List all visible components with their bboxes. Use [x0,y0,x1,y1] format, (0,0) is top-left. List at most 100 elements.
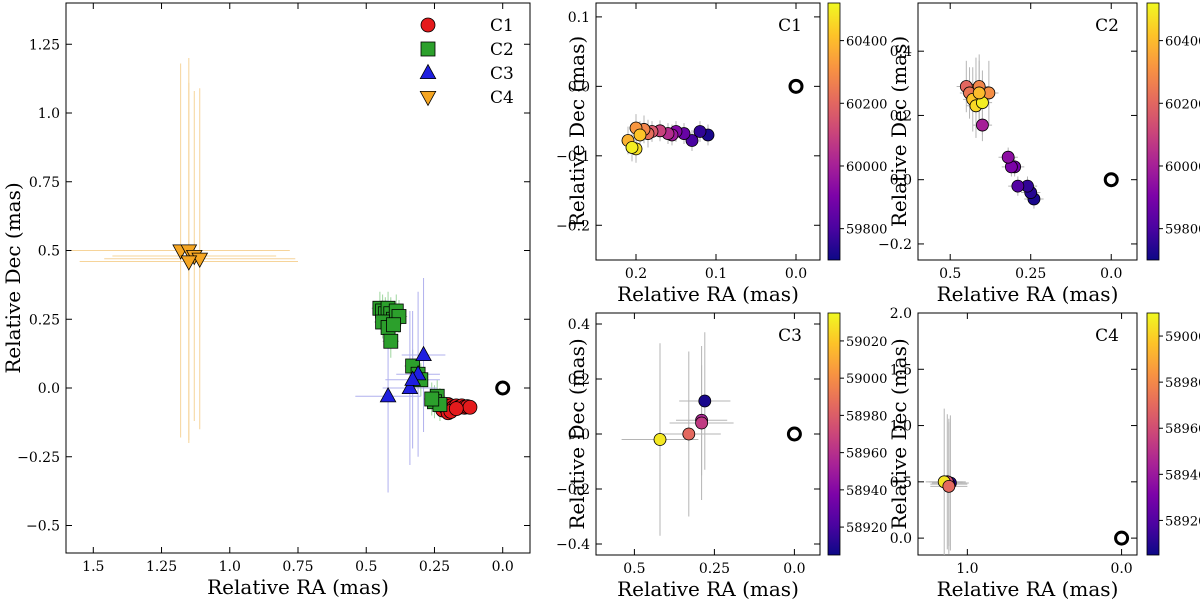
plot-frame [917,312,1138,556]
y-tick-label: −0.2 [556,482,590,498]
y-tick-label: 0.2 [568,372,590,388]
y-tick-label: 1.5 [890,362,912,378]
colorbar [827,312,841,556]
y-tick-label: 0.75 [29,175,60,191]
colorbar-tick-label: 58920 [846,521,887,536]
data-point-c2 [386,317,401,333]
colorbar-tick-label: 60400 [846,35,887,50]
legend-marker-c4 [419,91,437,107]
colorbar-tick-label: 58980 [1165,376,1200,391]
x-tick-label: 0.25 [1015,266,1046,282]
y-tick-label: 0.5 [890,475,912,491]
colorbar-tick-label: 58920 [1165,514,1200,529]
legend-label-c1: C1 [490,16,514,36]
data-point-c3 [404,370,422,386]
y-tick-label: 2.0 [890,306,912,322]
y-axis-label: Relative Dec (mas) [887,36,911,227]
colorbar [827,2,841,261]
x-tick-label: 0.0 [492,559,514,575]
x-tick-label: 1.5 [82,559,104,575]
x-tick-label: 0.0 [785,266,807,282]
colorbar-tick-label: 58960 [846,447,887,462]
colorbar-tick-label: 59020 [846,335,887,350]
plot-frame [595,2,821,261]
data-point [976,118,989,132]
y-axis-label: Relative Dec (mas) [887,338,911,529]
data-point [625,141,639,154]
x-tick-label: 0.0 [783,561,805,577]
y-tick-label: 0.5 [38,244,60,260]
y-tick-label: 0.2 [890,108,912,124]
panel-c2: 0.5 0.25 0.0 −0.2 0.0 0.2 0.4 Relative RA (mas)… [878,2,1200,306]
y-tick-label: 0.4 [568,317,590,333]
y-tick-label: 0.0 [890,531,912,547]
data-point-c3 [379,387,397,403]
y-axis-label: Relative Dec (mas) [1,182,25,373]
data-point [1011,179,1025,193]
data-point [695,416,708,430]
y-tick-label: −0.1 [556,149,590,165]
x-tick-label: 0.5 [355,559,377,575]
data-point [972,86,986,100]
y-tick-label: −0.4 [556,537,590,553]
y-axis-label: Relative Dec (mas) [565,36,589,227]
y-tick-label: 0.0 [568,79,590,95]
reference-origin-marker [1103,172,1119,188]
plot-frame [65,2,531,554]
y-tick-label: 0.25 [29,312,60,328]
colorbar-tick-label: 59800 [846,223,887,238]
y-tick-label: −0.5 [26,519,60,535]
legend-marker-c2 [420,41,436,57]
data-point [682,427,696,441]
x-tick-label: 1.25 [146,559,177,575]
legend-marker-c3 [419,63,437,79]
panel-c3: 0.5 0.25 0.0 −0.4 −0.2 0.0 0.2 0.4 Relative RA (… [556,312,887,601]
panel-title: C3 [778,326,802,346]
panel-title: C2 [1095,16,1119,36]
x-axis-label: Relative RA (mas) [937,282,1119,306]
x-tick-label: 0.1 [705,266,727,282]
legend-label-c2: C2 [490,40,514,60]
colorbar-tick-label: 59000 [846,372,887,387]
panel-plot-area [621,78,804,163]
panel-plot-area [956,54,1119,209]
y-tick-label: 0.0 [38,381,60,397]
y-tick-label: −0.2 [878,237,912,253]
plot-frame [917,2,1138,261]
panel-c4: 1.0 0.0 0.0 0.5 1.0 1.5 2.0 Relative RA (mas) Re… [887,306,1200,601]
y-tick-label: −0.25 [17,450,60,466]
data-point-c4 [180,255,198,271]
legend-label-c3: C3 [490,64,514,84]
colorbar-tick-label: 60000 [846,160,887,175]
y-tick-label: 0.1 [568,10,590,26]
panel-plot-area [925,408,1130,555]
colorbar [1146,2,1160,261]
data-point [698,394,712,408]
colorbar-tick-label: 60400 [1165,35,1200,50]
y-tick-label: 0.0 [568,427,590,443]
x-tick-label: 0.25 [699,561,730,577]
y-tick-label: 1.0 [890,419,912,435]
y-tick-label: 0.0 [890,173,912,189]
x-tick-label: 0.0 [1100,266,1122,282]
legend-marker-c1 [420,17,436,33]
colorbar-tick-label: 60000 [1165,160,1200,175]
x-axis-label: Relative RA (mas) [207,575,389,599]
colorbar [1146,312,1160,556]
data-point-c2 [424,391,440,407]
panel-plot-area [621,332,802,536]
reference-origin-marker [788,78,804,94]
data-point [1001,150,1015,164]
main-panel: 1.5 1.25 1.0 0.75 0.5 0.25 0.0 −0.5 −0.25 0.0 0.25… [1,2,531,599]
x-axis-label: Relative RA (mas) [937,577,1119,601]
data-point [653,433,667,446]
data-point-c3 [401,378,419,395]
data-point-c1 [448,401,464,417]
legend-label-c4: C4 [490,88,514,108]
reference-origin-marker [786,426,802,442]
colorbar-tick-label: 60200 [1165,97,1200,112]
colorbar-tick-label: 58980 [846,409,887,424]
x-axis-label: Relative RA (mas) [617,577,799,601]
